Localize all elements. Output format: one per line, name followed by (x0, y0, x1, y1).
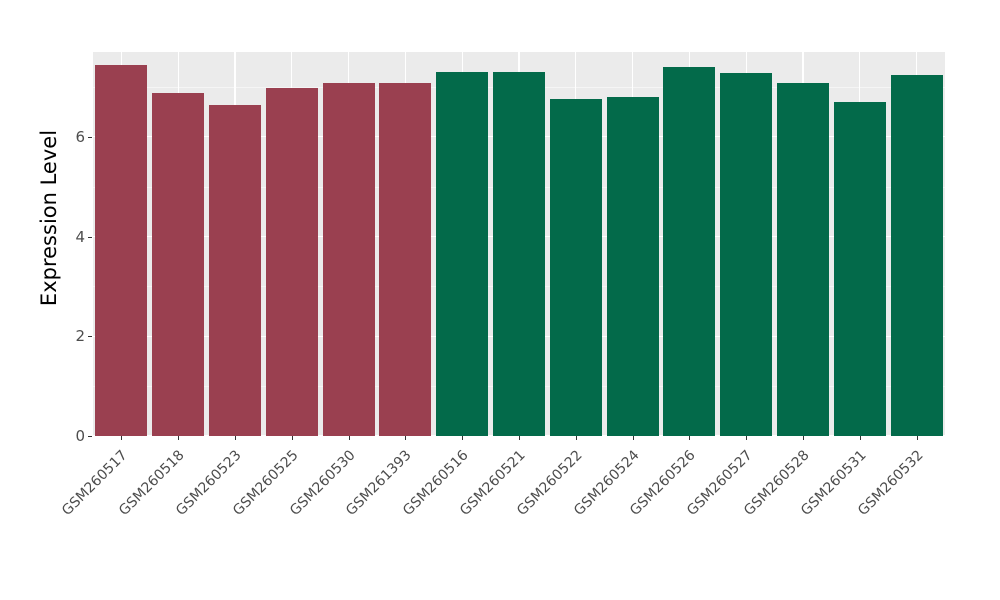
x-axis-tick-mark (121, 436, 123, 440)
bar (95, 64, 148, 436)
x-axis-tick-mark (689, 436, 691, 440)
x-axis-tick-mark (235, 436, 236, 440)
y-axis-tick-label: 2 (75, 327, 85, 346)
bar (720, 72, 773, 436)
y-axis-tick-mark (88, 336, 92, 338)
x-axis-tick-mark (291, 436, 293, 440)
x-axis-tick-mark (916, 436, 918, 440)
bar (379, 82, 432, 436)
bar (209, 105, 261, 436)
bar (493, 72, 545, 436)
x-axis-tick-mark (405, 436, 407, 440)
y-axis-tick-label: 4 (75, 227, 85, 246)
bar (890, 74, 943, 436)
bar (322, 82, 375, 436)
y-axis-tick-mark (88, 136, 92, 138)
y-axis-tick-label: 6 (75, 127, 85, 146)
y-axis-tick-label: 0 (75, 427, 85, 445)
bar (606, 96, 659, 436)
x-axis-tick-mark (462, 436, 464, 440)
x-axis-tick-mark (632, 436, 634, 440)
x-axis-tick-mark (178, 436, 180, 440)
x-axis-tick-mark (803, 436, 804, 440)
y-axis-tick-labels: 0 2 4 6 (55, 0, 92, 445)
x-axis-tick-mark (348, 436, 350, 440)
bar (777, 83, 829, 436)
bar (549, 99, 602, 436)
bar (436, 72, 489, 436)
bar (265, 88, 318, 436)
x-axis-tick-mark (859, 436, 861, 440)
bar (663, 67, 716, 436)
bar (833, 101, 886, 436)
y-axis-tick-mark (88, 236, 92, 238)
plot-panel (93, 52, 945, 436)
x-axis-tick-mark (519, 436, 520, 440)
y-axis-tick-mark (88, 436, 92, 437)
x-axis-tick-mark (746, 436, 748, 440)
x-axis-tick-mark (575, 436, 577, 440)
bar (152, 93, 205, 436)
